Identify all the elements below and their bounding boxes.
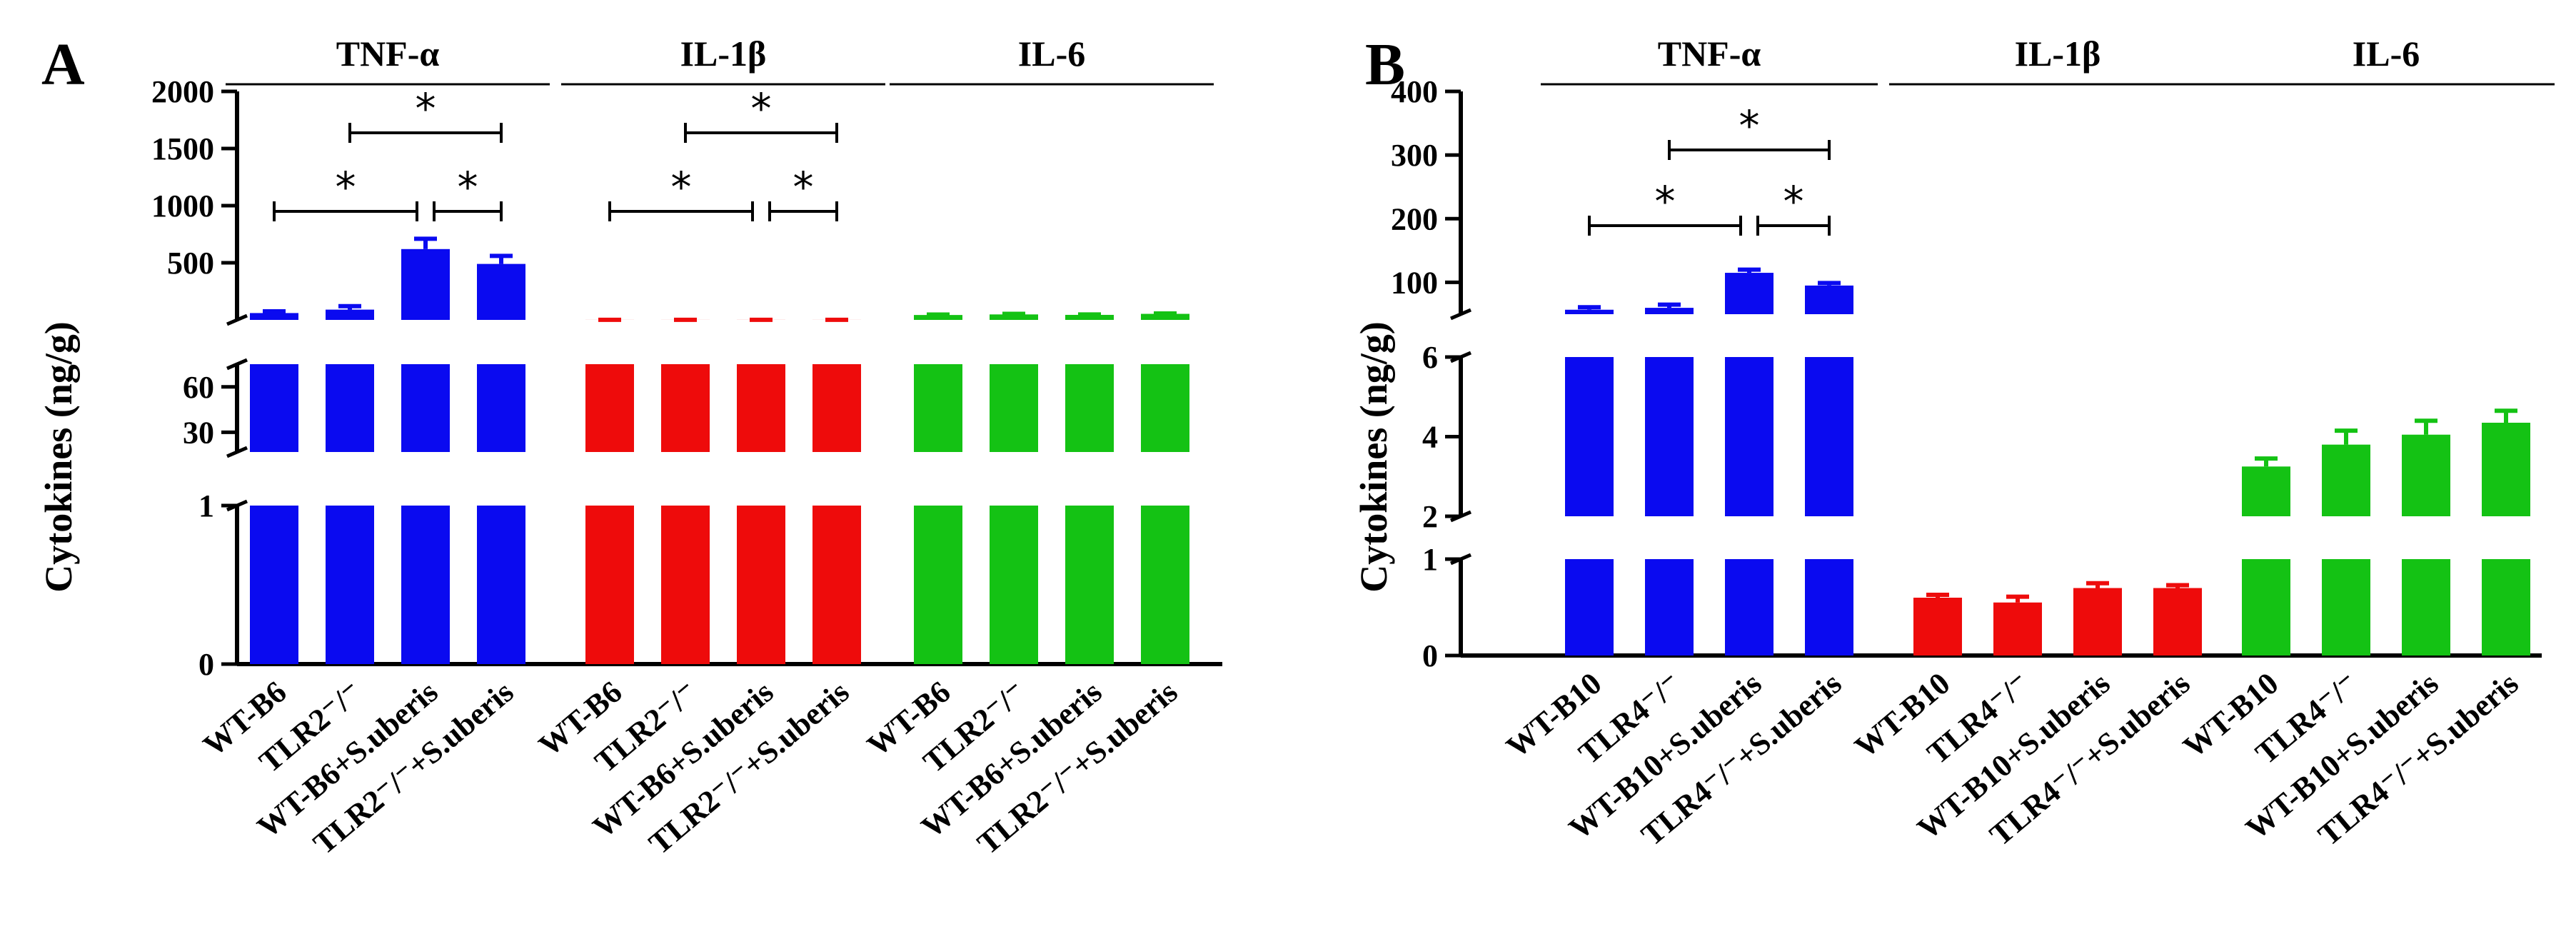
bar [2242, 559, 2290, 656]
bar [1565, 559, 1614, 656]
bar [1565, 357, 1614, 516]
significance-star: * [336, 163, 356, 211]
significance-star: * [416, 84, 436, 133]
y-axis-label: Cytokines (ng/g) [1352, 321, 1395, 593]
bar [1725, 273, 1773, 314]
panel-letter: A [41, 31, 85, 98]
significance-star: * [751, 84, 772, 133]
bar [477, 506, 525, 664]
bar [1141, 506, 1189, 664]
bar [1065, 364, 1114, 452]
y-tick-label: 1 [1422, 542, 1438, 577]
y-tick-label: 60 [183, 370, 214, 405]
bar [1805, 357, 1853, 516]
group-label: TNF-α [336, 34, 440, 74]
bar [401, 364, 450, 452]
bar [737, 506, 785, 664]
y-tick-label: 2 [1422, 499, 1438, 534]
bar [1645, 559, 1694, 656]
bar [477, 264, 525, 320]
bar [250, 313, 298, 320]
bar [990, 364, 1038, 452]
y-tick-label: 6 [1422, 340, 1438, 375]
significance-star: * [671, 163, 692, 211]
bar [2402, 435, 2450, 516]
y-tick-label: 1000 [151, 189, 214, 224]
bar [2322, 559, 2370, 656]
bar [812, 364, 861, 452]
bar [2242, 466, 2290, 516]
bar [2153, 588, 2202, 656]
y-tick-label: 200 [1391, 201, 1438, 236]
bar [326, 506, 374, 664]
y-tick-label: 500 [167, 246, 214, 281]
group-label: IL-1β [2015, 34, 2101, 74]
bar [326, 310, 374, 320]
group-label: IL-6 [2353, 34, 2420, 74]
bar [1913, 598, 1962, 656]
group-label: IL-6 [1018, 34, 1085, 74]
y-tick-label: 30 [183, 415, 214, 450]
bar [1805, 559, 1853, 656]
significance-star: * [458, 163, 478, 211]
bar [585, 364, 634, 452]
significance-star: * [1783, 177, 1804, 226]
group-label: TNF-α [1658, 34, 1761, 74]
bar [2073, 588, 2122, 656]
bar [1645, 357, 1694, 516]
bar [2322, 445, 2370, 516]
bar [990, 506, 1038, 664]
bar [401, 506, 450, 664]
bar [585, 506, 634, 664]
y-axis-label: Cytokines (ng/g) [37, 321, 80, 593]
bar [250, 364, 298, 452]
bar [661, 506, 710, 664]
significance-star: * [1739, 101, 1760, 150]
bar [1725, 559, 1773, 656]
group-label: IL-1β [680, 34, 767, 74]
y-tick-label: 400 [1391, 74, 1438, 109]
bar [1645, 308, 1694, 314]
bar [1993, 603, 2042, 656]
y-tick-label: 0 [198, 647, 214, 682]
y-tick-label: 2000 [151, 74, 214, 109]
bar [250, 506, 298, 664]
bar [1141, 364, 1189, 452]
y-tick-label: 0 [1422, 638, 1438, 673]
panel-A: A Cytokines (ng/g) 0 1 30 60 500 1000 1500 2000 TN… [37, 31, 1222, 861]
bar [326, 364, 374, 452]
significance-star: * [793, 163, 814, 211]
bar [1805, 286, 1853, 314]
bar [914, 364, 962, 452]
bar [2482, 559, 2530, 656]
bar [2402, 559, 2450, 656]
bar [914, 506, 962, 664]
bar [401, 249, 450, 320]
bar [812, 506, 861, 664]
y-tick-label: 1500 [151, 131, 214, 166]
bar [1725, 357, 1773, 516]
y-tick-label: 100 [1391, 265, 1438, 300]
bar [1565, 310, 1614, 314]
significance-star: * [1655, 177, 1676, 226]
bar [661, 364, 710, 452]
bar [477, 364, 525, 452]
bar [1065, 506, 1114, 664]
bar [737, 364, 785, 452]
bar [2482, 423, 2530, 516]
y-tick-label: 300 [1391, 138, 1438, 173]
y-tick-label: 1 [198, 488, 214, 523]
y-tick-label: 4 [1422, 420, 1438, 455]
